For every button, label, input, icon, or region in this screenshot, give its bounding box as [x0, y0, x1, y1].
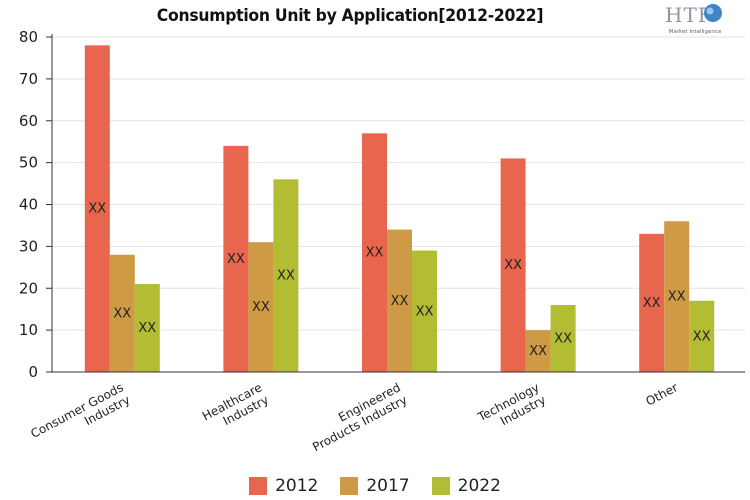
data-label: XX — [693, 329, 711, 344]
legend: 2012 2017 2022 — [0, 474, 750, 498]
bar-2022-0 — [134, 284, 160, 372]
y-tick-label: 40 — [19, 196, 38, 214]
data-label: XX — [227, 252, 245, 267]
category-label: Consumer GoodsIndustry — [28, 380, 132, 453]
legend-swatch — [431, 477, 450, 495]
bars — [84, 45, 715, 372]
brand-logo-mark: HTF — [665, 3, 713, 27]
y-tick-label: 60 — [19, 112, 38, 130]
category-label: HealthcareIndustry — [200, 380, 271, 435]
data-label: XX — [643, 296, 661, 311]
y-tick-label: 70 — [19, 70, 38, 88]
y-tick-label: 80 — [19, 28, 38, 46]
data-label: XX — [416, 304, 434, 319]
bar-2012-4 — [639, 233, 665, 372]
data-label: XX — [88, 202, 106, 217]
data-label: XX — [554, 332, 572, 347]
bar-2017-4 — [664, 221, 690, 372]
bar-2012-3 — [500, 158, 526, 372]
bar-2017-1 — [248, 242, 274, 372]
data-label: XX — [252, 300, 270, 315]
bar-2022-3 — [550, 305, 576, 372]
legend-item-2012: 2012 — [249, 474, 318, 498]
bar-2022-4 — [689, 300, 715, 372]
y-tick-label: 20 — [19, 279, 38, 297]
legend-item-2017: 2017 — [340, 474, 410, 498]
legend-label: 2022 — [457, 476, 501, 496]
category-label: TechnologyIndustry — [475, 380, 548, 437]
y-tick-label: 50 — [19, 154, 38, 172]
bar-2017-0 — [109, 254, 135, 372]
data-label: XX — [138, 321, 156, 336]
category-label: Other — [643, 380, 680, 408]
data-labels: XX XX XX XX XX XX XX XX XX XX XX XX XX XX XX — [88, 202, 710, 359]
legend-swatch — [340, 477, 359, 495]
y-tick-label: 0 — [28, 363, 38, 381]
brand-logo: HTF Market Intelligence — [665, 3, 722, 35]
y-tick-label: 10 — [19, 321, 38, 339]
legend-label: 2012 — [275, 476, 319, 496]
brand-logo-tagline: Market Intelligence — [669, 29, 722, 35]
legend-item-2022: 2022 — [431, 474, 501, 498]
data-label: XX — [668, 290, 686, 305]
y-tick-label: 30 — [19, 237, 38, 255]
bar-2017-2 — [387, 229, 412, 372]
category-label: EngineeredProducts Industry — [304, 380, 410, 454]
data-label: XX — [504, 258, 522, 273]
data-label: XX — [277, 269, 295, 284]
data-label: XX — [529, 344, 547, 359]
bar-2012-0 — [84, 45, 110, 372]
category-labels: Consumer GoodsIndustry HealthcareIndustry… — [28, 380, 680, 454]
legend-label: 2017 — [366, 476, 410, 496]
axes: 0 10 20 30 40 50 60 70 80 — [19, 28, 745, 381]
bar-2012-2 — [362, 133, 387, 372]
bar-2017-3 — [525, 330, 551, 372]
category-label-line: Other — [643, 380, 680, 408]
chart-title: Consumption Unit by Application[2012-202… — [156, 6, 544, 26]
data-label: XX — [391, 294, 409, 309]
legend-swatch — [249, 477, 268, 495]
data-label: XX — [113, 306, 131, 321]
bar-2022-1 — [273, 179, 299, 372]
data-label: XX — [366, 246, 384, 261]
bar-2012-1 — [223, 145, 249, 372]
bar-2022-2 — [412, 250, 437, 372]
